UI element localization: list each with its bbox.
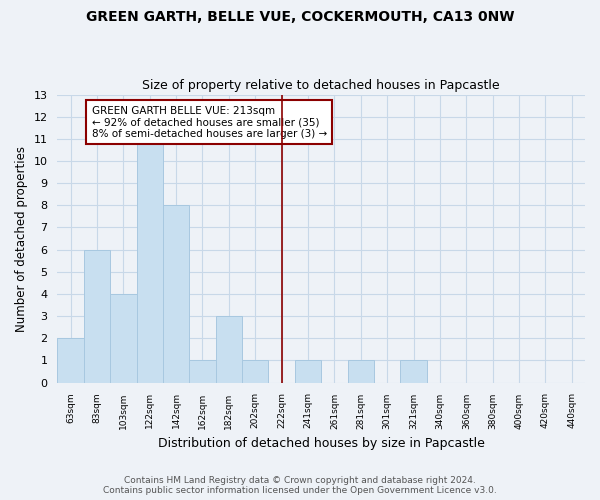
Y-axis label: Number of detached properties: Number of detached properties bbox=[15, 146, 28, 332]
Bar bbox=[215, 316, 242, 382]
Bar bbox=[137, 139, 163, 382]
Bar bbox=[163, 206, 190, 382]
Bar bbox=[400, 360, 427, 382]
Text: GREEN GARTH, BELLE VUE, COCKERMOUTH, CA13 0NW: GREEN GARTH, BELLE VUE, COCKERMOUTH, CA1… bbox=[86, 10, 514, 24]
Bar bbox=[110, 294, 137, 382]
Bar bbox=[190, 360, 215, 382]
Bar bbox=[347, 360, 374, 382]
Bar bbox=[58, 338, 84, 382]
X-axis label: Distribution of detached houses by size in Papcastle: Distribution of detached houses by size … bbox=[158, 437, 485, 450]
Text: Contains HM Land Registry data © Crown copyright and database right 2024.
Contai: Contains HM Land Registry data © Crown c… bbox=[103, 476, 497, 495]
Title: Size of property relative to detached houses in Papcastle: Size of property relative to detached ho… bbox=[142, 79, 500, 92]
Bar bbox=[242, 360, 268, 382]
Bar bbox=[84, 250, 110, 382]
Text: GREEN GARTH BELLE VUE: 213sqm
← 92% of detached houses are smaller (35)
8% of se: GREEN GARTH BELLE VUE: 213sqm ← 92% of d… bbox=[92, 106, 327, 139]
Bar bbox=[295, 360, 321, 382]
